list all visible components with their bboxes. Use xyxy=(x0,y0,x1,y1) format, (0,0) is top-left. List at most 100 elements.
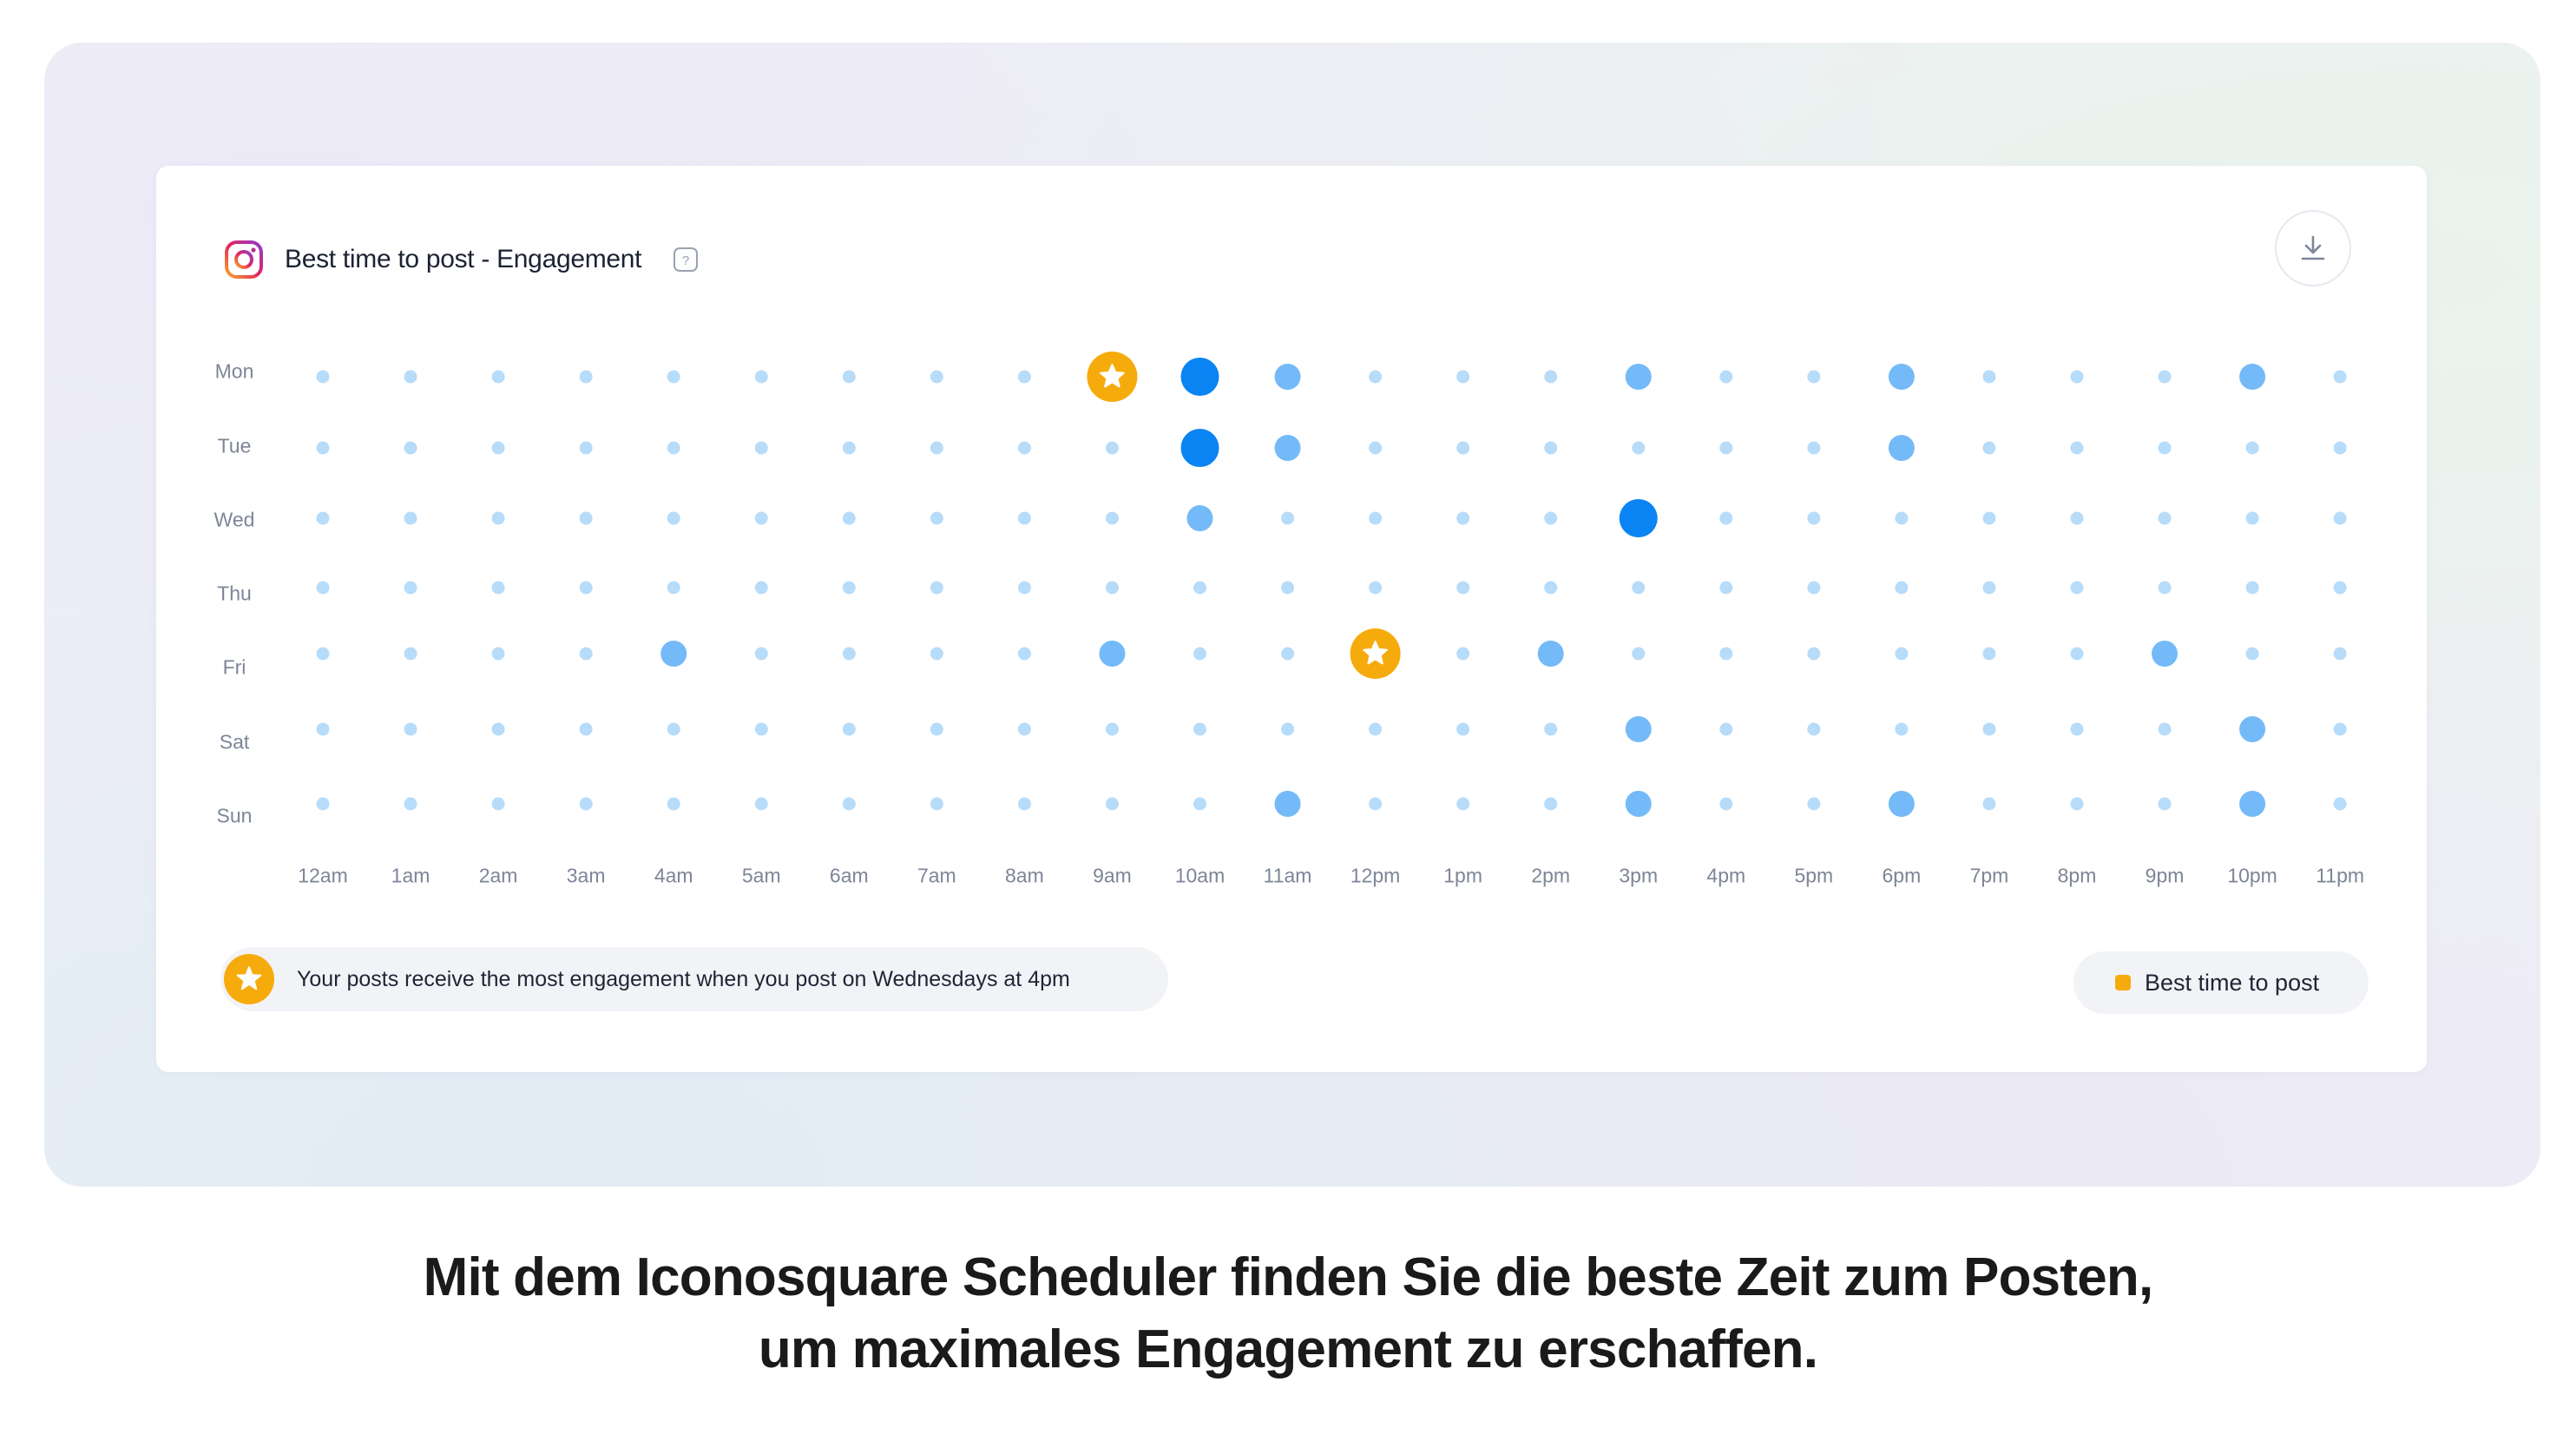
dot-thu-4pm[interactable] xyxy=(1719,581,1733,595)
dot-thu-11am[interactable] xyxy=(1281,581,1295,595)
dot-fri-8pm[interactable] xyxy=(2070,647,2084,661)
dot-thu-12am[interactable] xyxy=(316,581,330,595)
dot-wed-1pm[interactable] xyxy=(1456,511,1470,525)
dot-thu-3am[interactable] xyxy=(579,581,593,595)
dot-thu-2pm[interactable] xyxy=(1544,581,1558,595)
dot-mon-10pm[interactable] xyxy=(2239,364,2266,390)
dot-wed-8am[interactable] xyxy=(1017,511,1031,525)
dot-sun-7am[interactable] xyxy=(930,797,943,811)
dot-sun-1pm[interactable] xyxy=(1456,797,1470,811)
dot-tue-4am[interactable] xyxy=(667,441,680,455)
dot-mon-12am[interactable] xyxy=(316,370,330,384)
dot-sat-11am[interactable] xyxy=(1281,722,1295,736)
dot-mon-9am-best-time[interactable] xyxy=(1087,352,1138,402)
dot-tue-11am[interactable] xyxy=(1274,435,1301,461)
dot-wed-4am[interactable] xyxy=(667,511,680,525)
dot-wed-7am[interactable] xyxy=(930,511,943,525)
dot-tue-8am[interactable] xyxy=(1017,441,1031,455)
dot-wed-3pm[interactable] xyxy=(1619,499,1658,537)
dot-tue-3pm[interactable] xyxy=(1632,441,1646,455)
dot-sun-10am[interactable] xyxy=(1193,797,1206,811)
dot-fri-5pm[interactable] xyxy=(1807,647,1821,661)
dot-thu-2am[interactable] xyxy=(491,581,505,595)
dot-fri-6am[interactable] xyxy=(842,647,856,661)
dot-wed-7pm[interactable] xyxy=(1982,511,1996,525)
dot-mon-9pm[interactable] xyxy=(2158,370,2172,384)
dot-wed-11am[interactable] xyxy=(1281,511,1295,525)
dot-mon-11am[interactable] xyxy=(1274,364,1301,390)
dot-thu-9am[interactable] xyxy=(1105,581,1119,595)
dot-thu-6pm[interactable] xyxy=(1895,581,1909,595)
dot-sun-9pm[interactable] xyxy=(2158,797,2172,811)
dot-sat-1am[interactable] xyxy=(404,722,417,736)
dot-wed-6pm[interactable] xyxy=(1895,511,1909,525)
dot-sun-8pm[interactable] xyxy=(2070,797,2084,811)
dot-thu-10pm[interactable] xyxy=(2245,581,2259,595)
dot-wed-9am[interactable] xyxy=(1105,511,1119,525)
dot-sat-4am[interactable] xyxy=(667,722,680,736)
dot-wed-9pm[interactable] xyxy=(2158,511,2172,525)
dot-tue-2pm[interactable] xyxy=(1544,441,1558,455)
question-mark-icon[interactable]: ? xyxy=(673,247,699,273)
dot-fri-7pm[interactable] xyxy=(1982,647,1996,661)
dot-tue-1am[interactable] xyxy=(404,441,417,455)
dot-sat-12pm[interactable] xyxy=(1369,722,1383,736)
dot-wed-2pm[interactable] xyxy=(1544,511,1558,525)
dot-sat-10am[interactable] xyxy=(1193,722,1206,736)
dot-sat-2am[interactable] xyxy=(491,722,505,736)
dot-mon-5am[interactable] xyxy=(754,370,768,384)
dot-fri-6pm[interactable] xyxy=(1895,647,1909,661)
dot-tue-3am[interactable] xyxy=(579,441,593,455)
dot-fri-12am[interactable] xyxy=(316,647,330,661)
dot-fri-3pm[interactable] xyxy=(1632,647,1646,661)
dot-mon-3am[interactable] xyxy=(579,370,593,384)
dot-tue-1pm[interactable] xyxy=(1456,441,1470,455)
dot-mon-8pm[interactable] xyxy=(2070,370,2084,384)
dot-tue-9pm[interactable] xyxy=(2158,441,2172,455)
dot-fri-11pm[interactable] xyxy=(2333,647,2347,661)
dot-sun-9am[interactable] xyxy=(1105,797,1119,811)
dot-mon-2pm[interactable] xyxy=(1544,370,1558,384)
dot-tue-12pm[interactable] xyxy=(1369,441,1383,455)
dot-mon-7pm[interactable] xyxy=(1982,370,1996,384)
dot-tue-7am[interactable] xyxy=(930,441,943,455)
dot-tue-5pm[interactable] xyxy=(1807,441,1821,455)
dot-fri-2am[interactable] xyxy=(491,647,505,661)
dot-tue-10am[interactable] xyxy=(1180,429,1219,467)
dot-sat-7am[interactable] xyxy=(930,722,943,736)
dot-sun-4am[interactable] xyxy=(667,797,680,811)
dot-mon-7am[interactable] xyxy=(930,370,943,384)
dot-mon-2am[interactable] xyxy=(491,370,505,384)
dot-wed-5pm[interactable] xyxy=(1807,511,1821,525)
dot-sat-3pm[interactable] xyxy=(1625,716,1652,742)
dot-sun-7pm[interactable] xyxy=(1982,797,1996,811)
dot-thu-12pm[interactable] xyxy=(1369,581,1383,595)
dot-fri-2pm[interactable] xyxy=(1537,641,1564,667)
dot-sun-1am[interactable] xyxy=(404,797,417,811)
dot-tue-5am[interactable] xyxy=(754,441,768,455)
dot-mon-5pm[interactable] xyxy=(1807,370,1821,384)
dot-thu-5pm[interactable] xyxy=(1807,581,1821,595)
dot-sun-5am[interactable] xyxy=(754,797,768,811)
dot-wed-11pm[interactable] xyxy=(2333,511,2347,525)
dot-thu-4am[interactable] xyxy=(667,581,680,595)
dot-thu-1am[interactable] xyxy=(404,581,417,595)
dot-thu-6am[interactable] xyxy=(842,581,856,595)
dot-thu-8pm[interactable] xyxy=(2070,581,2084,595)
dot-thu-7pm[interactable] xyxy=(1982,581,1996,595)
dot-fri-7am[interactable] xyxy=(930,647,943,661)
dot-sun-11am[interactable] xyxy=(1274,791,1301,817)
dot-thu-9pm[interactable] xyxy=(2158,581,2172,595)
dot-thu-11pm[interactable] xyxy=(2333,581,2347,595)
dot-sun-5pm[interactable] xyxy=(1807,797,1821,811)
dot-sun-10pm[interactable] xyxy=(2239,791,2266,817)
dot-sun-6pm[interactable] xyxy=(1888,791,1915,817)
dot-tue-7pm[interactable] xyxy=(1982,441,1996,455)
dot-sat-8pm[interactable] xyxy=(2070,722,2084,736)
dot-fri-4am[interactable] xyxy=(660,641,687,667)
dot-sat-9pm[interactable] xyxy=(2158,722,2172,736)
dot-sat-3am[interactable] xyxy=(579,722,593,736)
dot-sat-5pm[interactable] xyxy=(1807,722,1821,736)
dot-tue-4pm[interactable] xyxy=(1719,441,1733,455)
dot-tue-12am[interactable] xyxy=(316,441,330,455)
